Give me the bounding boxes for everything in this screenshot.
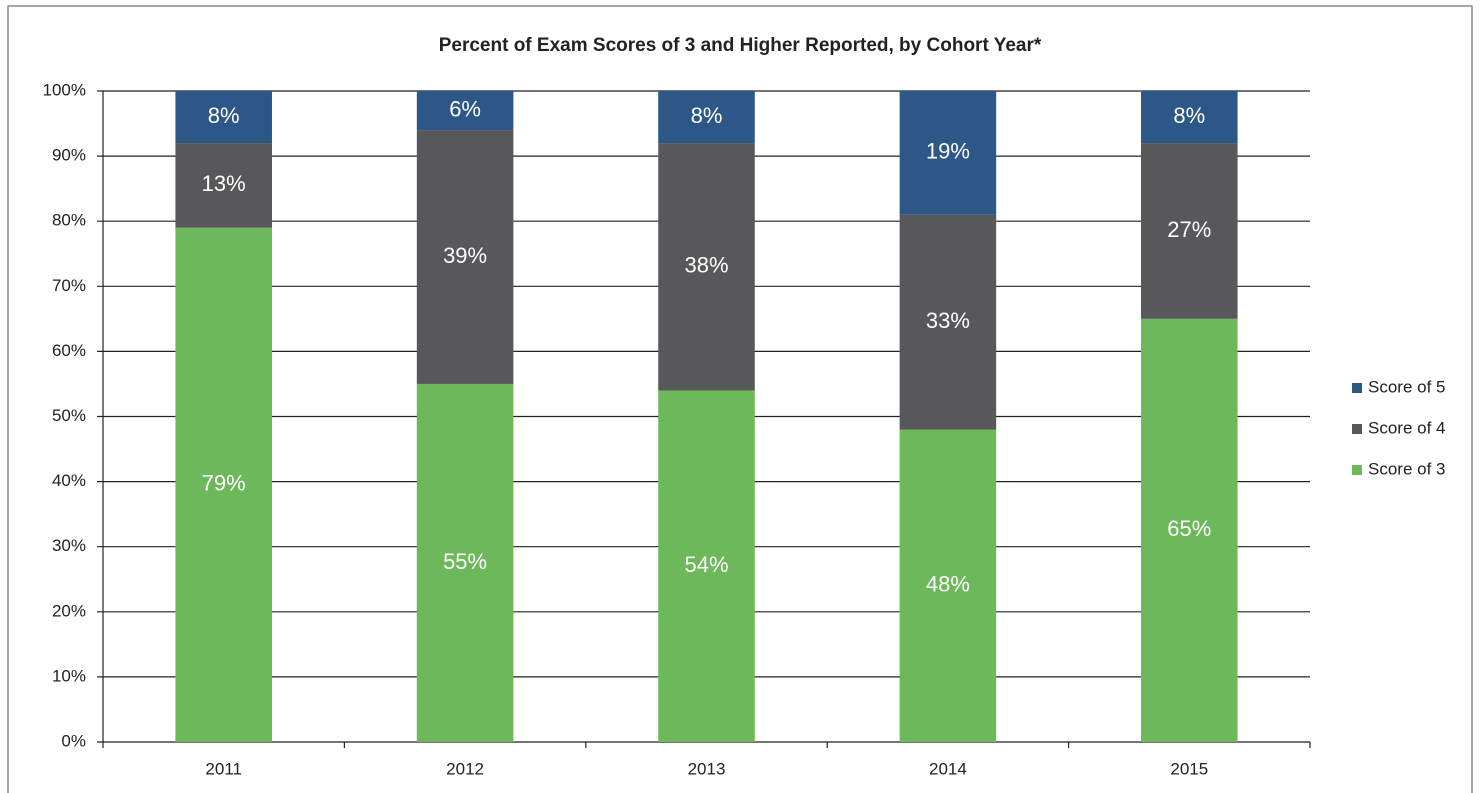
- x-tick-label: 2015: [1170, 759, 1208, 778]
- y-tick-label: 100%: [43, 80, 86, 99]
- data-label: 55%: [443, 549, 487, 574]
- data-label: 38%: [684, 253, 728, 278]
- y-tick-label: 90%: [52, 146, 86, 165]
- x-tick-label: 2013: [688, 759, 726, 778]
- data-label: 33%: [926, 308, 970, 333]
- legend-swatch: [1352, 383, 1362, 393]
- x-tick-label: 2014: [929, 759, 967, 778]
- y-tick-label: 50%: [52, 406, 86, 425]
- bar-segment: [899, 91, 997, 215]
- data-label: 19%: [926, 139, 970, 164]
- x-tick-label: 2012: [446, 759, 484, 778]
- data-label: 13%: [202, 171, 246, 196]
- y-tick-label: 0%: [61, 731, 86, 750]
- legend-label: Score of 4: [1368, 418, 1446, 437]
- legend-swatch: [1352, 424, 1362, 434]
- chart-title: Percent of Exam Scores of 3 and Higher R…: [439, 35, 1042, 56]
- legend-swatch: [1352, 465, 1362, 475]
- legend-label: Score of 3: [1368, 459, 1446, 478]
- data-label: 39%: [443, 243, 487, 268]
- bar-segment: [1141, 91, 1238, 144]
- legend-label: Score of 5: [1368, 377, 1446, 396]
- bar-segment: [1141, 318, 1238, 742]
- data-label: 8%: [691, 103, 723, 128]
- data-label: 79%: [202, 471, 246, 496]
- bar-segment: [899, 214, 997, 430]
- bar-segment: [899, 429, 997, 742]
- data-label: 54%: [684, 552, 728, 577]
- y-tick-label: 10%: [52, 666, 86, 685]
- bar-segment: [1141, 143, 1238, 319]
- y-tick-label: 80%: [52, 211, 86, 230]
- data-label: 8%: [1173, 103, 1205, 128]
- y-tick-label: 20%: [52, 601, 86, 620]
- data-label: 27%: [1167, 217, 1211, 242]
- data-label: 8%: [208, 103, 240, 128]
- data-label: 6%: [449, 96, 481, 121]
- bar-segment: [175, 143, 272, 228]
- bar-segment: [416, 91, 514, 131]
- bar-segment: [658, 390, 755, 742]
- y-tick-label: 40%: [52, 471, 86, 490]
- y-tick-label: 60%: [52, 341, 86, 360]
- bar-segment: [175, 91, 272, 144]
- y-tick-label: 70%: [52, 276, 86, 295]
- data-label: 48%: [926, 572, 970, 597]
- bar-segment: [416, 383, 514, 742]
- bar-segment: [175, 227, 272, 742]
- bar-segment: [416, 130, 514, 384]
- data-label: 65%: [1167, 516, 1211, 541]
- bar-segment: [658, 91, 755, 144]
- bar-segment: [658, 143, 755, 391]
- x-tick-label: 2011: [205, 759, 242, 778]
- y-tick-label: 30%: [52, 536, 86, 555]
